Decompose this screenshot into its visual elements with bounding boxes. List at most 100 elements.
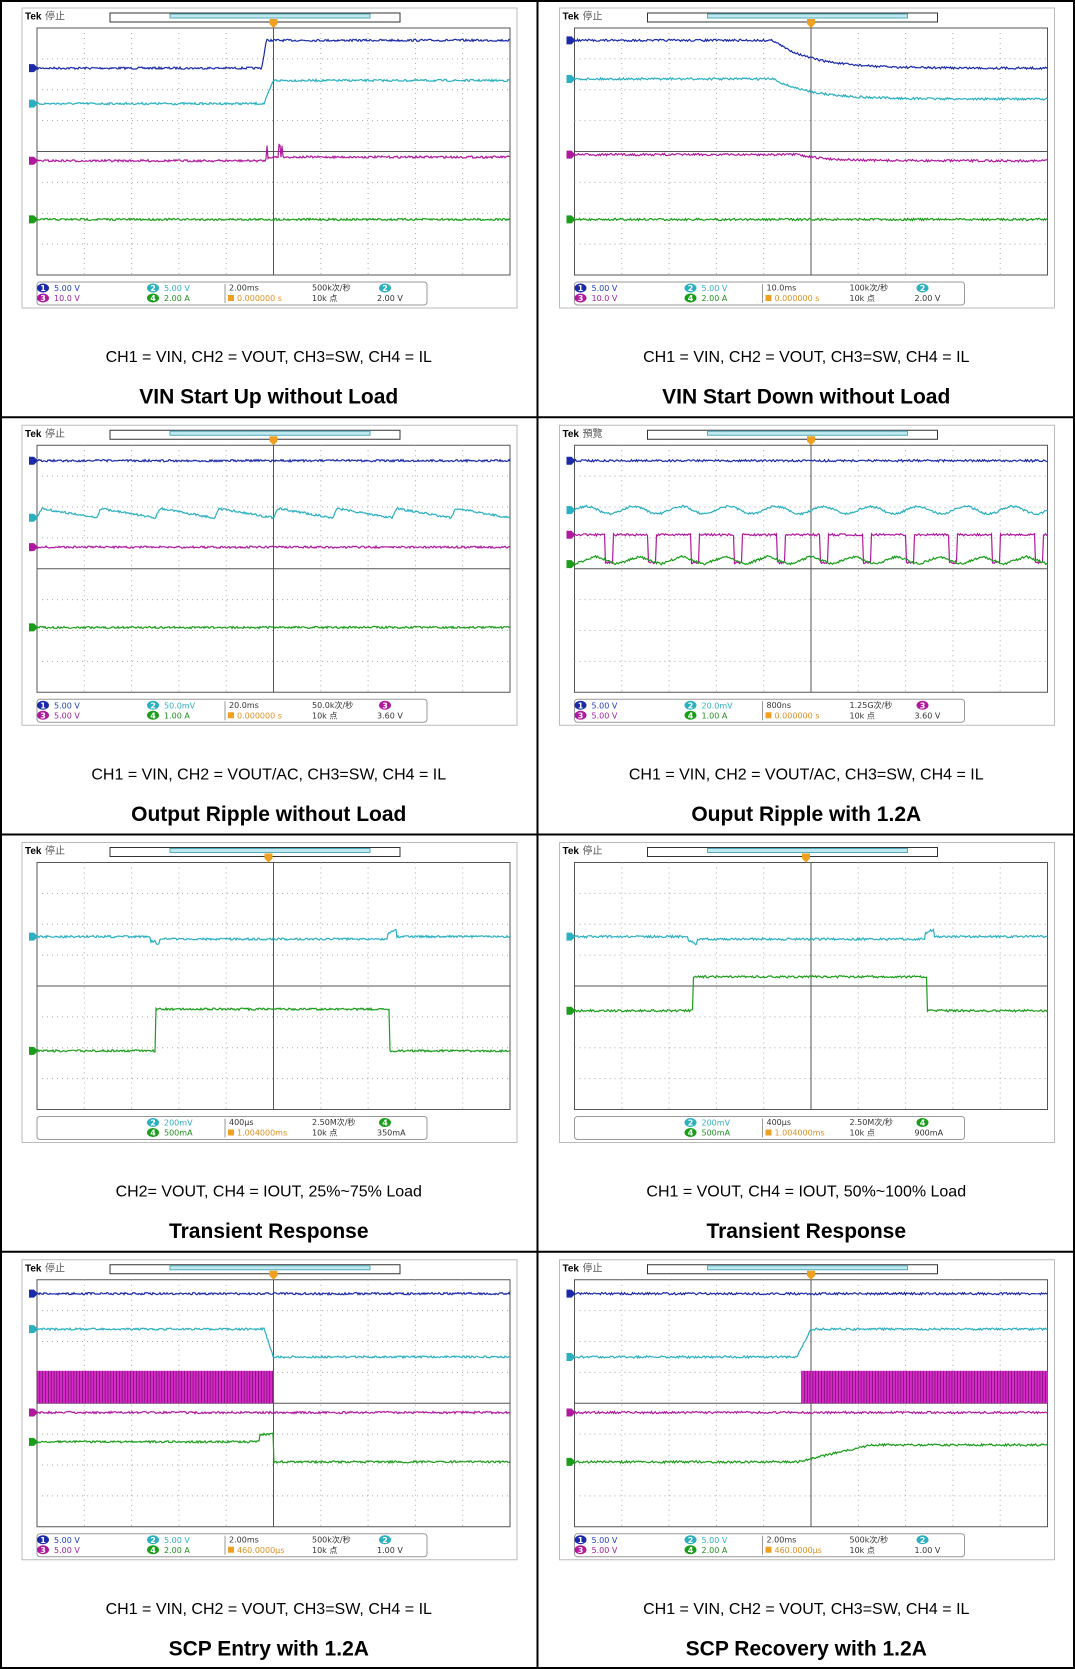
trigger-delay: 1.004000ms — [237, 1129, 287, 1138]
brand: Tek — [25, 429, 42, 440]
panel-title: Transient Response — [169, 1220, 369, 1243]
channel-scale: 2.00 A — [164, 294, 190, 303]
channel-id: 4 — [688, 294, 694, 303]
figure-table: Tek停止15.00 V310.0 V25.00 V42.00 A2.00ms0… — [0, 0, 1075, 1669]
delay-icon — [228, 1547, 234, 1553]
delay-icon — [766, 712, 772, 718]
acq-status: 停止 — [583, 1261, 603, 1274]
channel-id: 2 — [150, 284, 156, 293]
caption: CH1 = VIN, CH2 = VOUT, CH3=SW, CH4 = IL — [643, 1601, 969, 1618]
channel-scale: 2.00 A — [702, 294, 728, 303]
channel-id: 2 — [150, 1119, 156, 1128]
trigger-delay: 460.0000µs — [237, 1546, 284, 1555]
sample-rate: 500k次/秒 — [312, 283, 351, 293]
scope-screenshot: Tek停止2200mV4500mA400µs1.004000ms2.50M次/秒… — [22, 843, 517, 1143]
trigger-channel: 2 — [920, 1536, 926, 1545]
channel-scale: 5.00 V — [54, 1546, 80, 1555]
channel-id: 1 — [40, 701, 46, 710]
channel-scale: 10.0 V — [592, 294, 618, 303]
channel-scale: 5.00 V — [592, 1536, 618, 1545]
channel-scale: 5.00 V — [54, 1536, 80, 1545]
record-window — [708, 431, 908, 435]
record-length: 10k 点 — [312, 711, 337, 720]
scope-screenshot: Tek停止2200mV4500mA400µs1.004000ms2.50M次/秒… — [560, 843, 1055, 1143]
scope-screenshot: Tek停止15.00 V310.0 V25.00 V42.00 A10.0ms0… — [560, 8, 1055, 308]
channel-scale: 10.0 V — [54, 294, 80, 303]
trigger-delay: 0.000000 s — [237, 711, 282, 720]
acq-status: 停止 — [583, 844, 603, 857]
record-length: 10k 点 — [850, 1129, 875, 1138]
brand: Tek — [563, 846, 580, 857]
sample-rate: 500k次/秒 — [312, 1534, 351, 1544]
sample-rate: 2.50M次/秒 — [850, 1117, 893, 1127]
timebase: 20.0ms — [229, 701, 259, 710]
record-length: 10k 点 — [850, 1546, 875, 1555]
channel-id: 2 — [688, 1119, 694, 1128]
trigger-channel: 2 — [920, 284, 926, 293]
channel-id: 2 — [688, 1536, 694, 1545]
channel-scale: 5.00 V — [702, 284, 728, 293]
channel-id: 4 — [150, 1546, 156, 1555]
trigger-channel: 3 — [382, 701, 388, 710]
channel-scale: 5.00 V — [592, 711, 618, 720]
scope-screenshot: Tek停止15.00 V35.00 V25.00 V42.00 A2.00ms4… — [22, 1260, 517, 1560]
scope-screenshot: Tek停止15.00 V35.00 V25.00 V42.00 A2.00ms4… — [560, 1260, 1055, 1560]
timebase: 10.0ms — [767, 284, 797, 293]
record-length: 10k 点 — [312, 294, 337, 303]
switching-band — [37, 1371, 274, 1403]
record-window — [708, 14, 908, 18]
channel-scale: 5.00 V — [54, 284, 80, 293]
channel-id: 2 — [688, 284, 694, 293]
trigger-channel: 4 — [382, 1119, 388, 1128]
brand: Tek — [25, 12, 42, 23]
timebase: 400µs — [767, 1118, 792, 1127]
panel-title: VIN Start Up without Load — [139, 386, 398, 409]
panel-title: Transient Response — [706, 1220, 906, 1243]
scope-screenshot: Tek預覽15.00 V35.00 V220.0mV41.00 A800ns0.… — [560, 425, 1055, 725]
caption: CH1 = VIN, CH2 = VOUT, CH3=SW, CH4 = IL — [106, 349, 432, 366]
delay-icon — [228, 1130, 234, 1136]
channel-id: 3 — [40, 1546, 46, 1555]
caption: CH1 = VOUT, CH4 = IOUT, 50%~100% Load — [646, 1184, 966, 1201]
channel-id: 2 — [150, 1536, 156, 1545]
timebase: 400µs — [229, 1118, 254, 1127]
record-window — [170, 431, 370, 435]
channel-id: 3 — [578, 294, 584, 303]
acq-status: 停止 — [583, 10, 603, 23]
acq-status: 停止 — [45, 427, 65, 440]
channel-id: 3 — [578, 1546, 584, 1555]
delay-icon — [228, 712, 234, 718]
channel-scale: 1.00 A — [702, 711, 728, 720]
record-window — [170, 14, 370, 18]
channel-scale: 20.0mV — [702, 701, 734, 710]
record-length: 10k 点 — [312, 1129, 337, 1138]
delay-icon — [766, 1547, 772, 1553]
caption: CH1 = VIN, CH2 = VOUT/AC, CH3=SW, CH4 = … — [629, 766, 984, 783]
caption: CH2= VOUT, CH4 = IOUT, 25%~75% Load — [116, 1184, 422, 1201]
trigger-delay: 1.004000ms — [775, 1129, 825, 1138]
timebase: 800ns — [767, 701, 792, 710]
trigger-channel: 4 — [920, 1119, 926, 1128]
caption: CH1 = VIN, CH2 = VOUT, CH3=SW, CH4 = IL — [106, 1601, 432, 1618]
channel-id: 1 — [40, 284, 46, 293]
trigger-channel: 2 — [382, 284, 388, 293]
channel-scale: 2.00 A — [702, 1546, 728, 1555]
panel-title: SCP Recovery with 1.2A — [686, 1637, 927, 1660]
record-window — [708, 849, 908, 853]
record-window — [708, 1266, 908, 1270]
panel-title: Output Ripple without Load — [131, 803, 406, 826]
channel-scale: 5.00 V — [164, 1536, 190, 1545]
trigger-level: 350mA — [377, 1129, 406, 1138]
timebase: 2.00ms — [767, 1535, 797, 1544]
channel-id: 4 — [150, 711, 156, 720]
channel-scale: 5.00 V — [592, 1546, 618, 1555]
delay-icon — [766, 295, 772, 301]
channel-scale: 5.00 V — [54, 701, 80, 710]
channel-scale: 5.00 V — [592, 701, 618, 710]
trigger-delay: 0.000000 s — [237, 294, 282, 303]
channel-id: 2 — [688, 701, 694, 710]
acq-status: 停止 — [45, 10, 65, 23]
trigger-level: 1.00 V — [915, 1546, 941, 1555]
sample-rate: 1.25G次/秒 — [850, 700, 893, 710]
channel-scale: 1.00 A — [164, 711, 190, 720]
